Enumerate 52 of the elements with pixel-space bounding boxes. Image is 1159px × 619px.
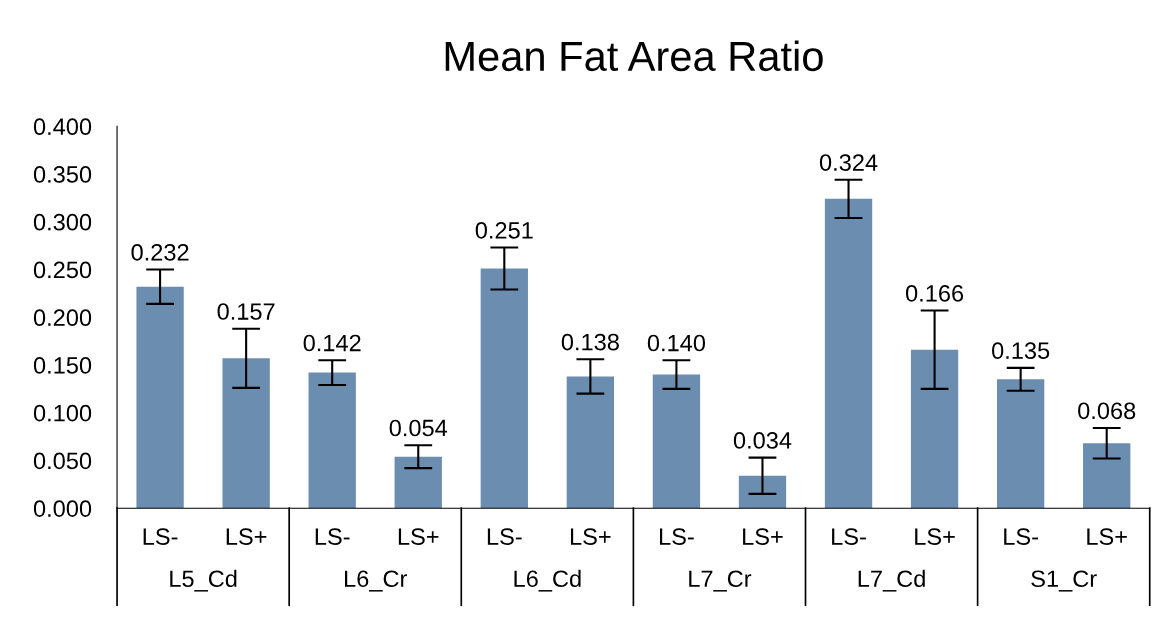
y-tick-label: 0.400	[33, 118, 92, 136]
bar	[394, 456, 442, 509]
y-tick-label: 0.250	[33, 261, 92, 279]
bar	[222, 358, 270, 509]
y-tick-label: 0.200	[33, 309, 92, 327]
text: L7_Cr	[689, 570, 752, 592]
x-tick-label: LS-	[832, 528, 866, 545]
bar	[910, 349, 959, 509]
x-tick-label: LS+	[743, 528, 783, 545]
bar	[824, 198, 873, 509]
bar	[480, 268, 528, 509]
bar	[652, 374, 701, 509]
x-tick-label: LS+	[398, 528, 439, 545]
x-tick-label: LS+	[1087, 528, 1127, 545]
x-tick-label: LS-	[659, 528, 694, 545]
data-label: 0.140	[647, 334, 706, 352]
bar	[1083, 443, 1131, 509]
data-label: 0.232	[131, 243, 189, 261]
bar	[136, 286, 184, 509]
data-label: 0.068	[1078, 402, 1136, 420]
x-tick-label: LS+	[915, 528, 955, 545]
y-tick-label: 0.300	[33, 213, 92, 231]
text: L7_Cd	[858, 569, 925, 592]
bar	[308, 372, 356, 509]
data-label: 0.142	[303, 334, 361, 352]
bar	[566, 376, 615, 509]
chart-title: Mean Fat Area Ratio	[445, 40, 823, 72]
data-label: 0.054	[389, 419, 448, 437]
data-label: 0.135	[992, 342, 1050, 360]
text: L5_Cd	[170, 569, 237, 592]
y-tick-label: 0.150	[33, 357, 92, 374]
text: S1_Cr	[1031, 570, 1097, 592]
text: L6_Cr	[345, 570, 407, 592]
x-tick-label: LS+	[570, 528, 611, 545]
y-tick-label: 0.050	[33, 452, 92, 470]
data-label: 0.251	[475, 221, 533, 239]
data-label: 0.324	[819, 154, 878, 171]
x-tick-label: LS-	[143, 528, 178, 545]
x-tick-label: LS-	[315, 528, 350, 545]
y-tick-label: 0.350	[33, 166, 92, 183]
bar	[738, 475, 787, 509]
bar	[996, 379, 1045, 509]
data-label: 0.034	[733, 432, 792, 449]
x-tick-label: LS-	[1004, 528, 1038, 545]
text: L6_Cd	[514, 569, 581, 592]
x-tick-label: LS+	[226, 528, 267, 545]
data-label: 0.166	[905, 285, 964, 302]
data-label: 0.138	[561, 333, 619, 351]
y-tick-label: 0.000	[33, 500, 92, 517]
y-tick-label: 0.100	[33, 404, 92, 422]
data-label: 0.157	[217, 303, 275, 320]
x-tick-label: LS-	[487, 528, 522, 545]
